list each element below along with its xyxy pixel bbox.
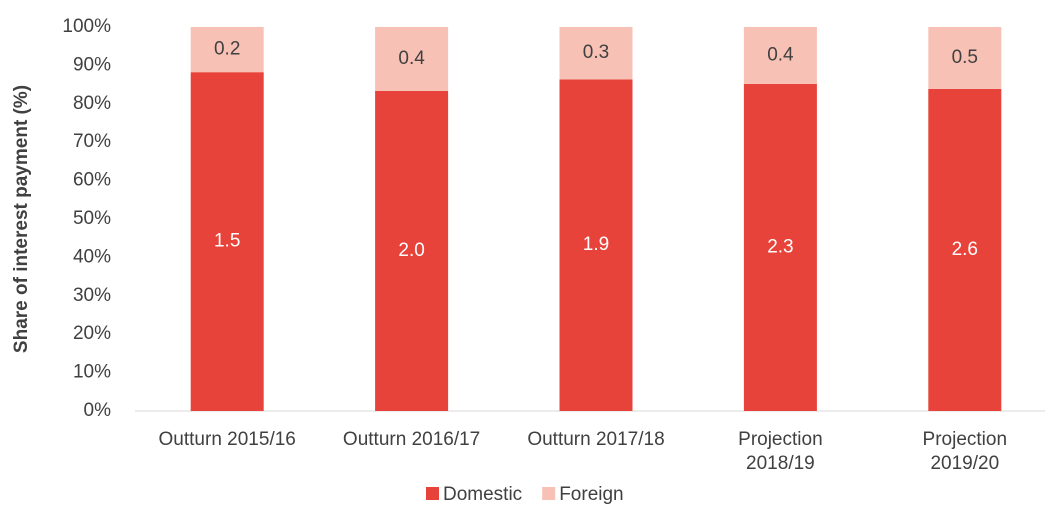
bar-segment: [743, 83, 817, 411]
bar-segment: [375, 27, 449, 91]
bar-segment: [928, 27, 1002, 89]
y-tick-label: 10%: [73, 362, 111, 383]
x-tick-label: Outturn 2015/16: [159, 429, 296, 450]
bar-segment: [928, 88, 1002, 411]
bar-segment: [375, 91, 449, 411]
data-label: 2.6: [952, 239, 978, 260]
y-tick-label: 60%: [73, 170, 111, 191]
y-tick-label: 0%: [84, 400, 112, 421]
y-tick-label: 80%: [73, 93, 111, 114]
data-label: 2.3: [767, 236, 793, 257]
y-axis-title: Share of interest payment (%): [11, 85, 32, 353]
x-tick-label: Projection 2019/20: [923, 429, 1008, 474]
x-tick-label: Outturn 2016/17: [343, 429, 480, 450]
data-label: 1.5: [214, 231, 240, 252]
legend-label: Domestic: [443, 484, 522, 505]
data-label: 0.3: [583, 42, 609, 63]
y-tick-label: 30%: [73, 285, 111, 306]
legend-swatch: [542, 487, 556, 500]
data-label: 0.2: [214, 39, 240, 60]
y-tick-label: 20%: [73, 323, 111, 344]
bar-segment: [559, 27, 633, 80]
legend-swatch: [426, 487, 439, 500]
y-tick-label: 50%: [73, 208, 111, 229]
data-label: 2.0: [398, 240, 424, 261]
y-tick-label: 40%: [73, 246, 111, 267]
data-label: 0.5: [952, 47, 978, 68]
x-tick-label: Projection 2018/19: [738, 429, 823, 474]
y-tick-label: 70%: [73, 131, 111, 152]
data-label: 0.4: [767, 44, 794, 65]
y-tick-label: 90%: [73, 54, 111, 75]
x-tick-label: Outturn 2017/18: [527, 429, 664, 450]
bar-segment: [190, 72, 264, 412]
bar-segment: [559, 79, 633, 411]
legend-label: Foreign: [559, 484, 623, 505]
bar-segment: [190, 27, 264, 73]
data-label: 1.9: [583, 234, 609, 255]
y-tick-label: 100%: [62, 16, 111, 37]
data-label: 0.4: [398, 48, 425, 69]
bar-segment: [743, 27, 817, 84]
